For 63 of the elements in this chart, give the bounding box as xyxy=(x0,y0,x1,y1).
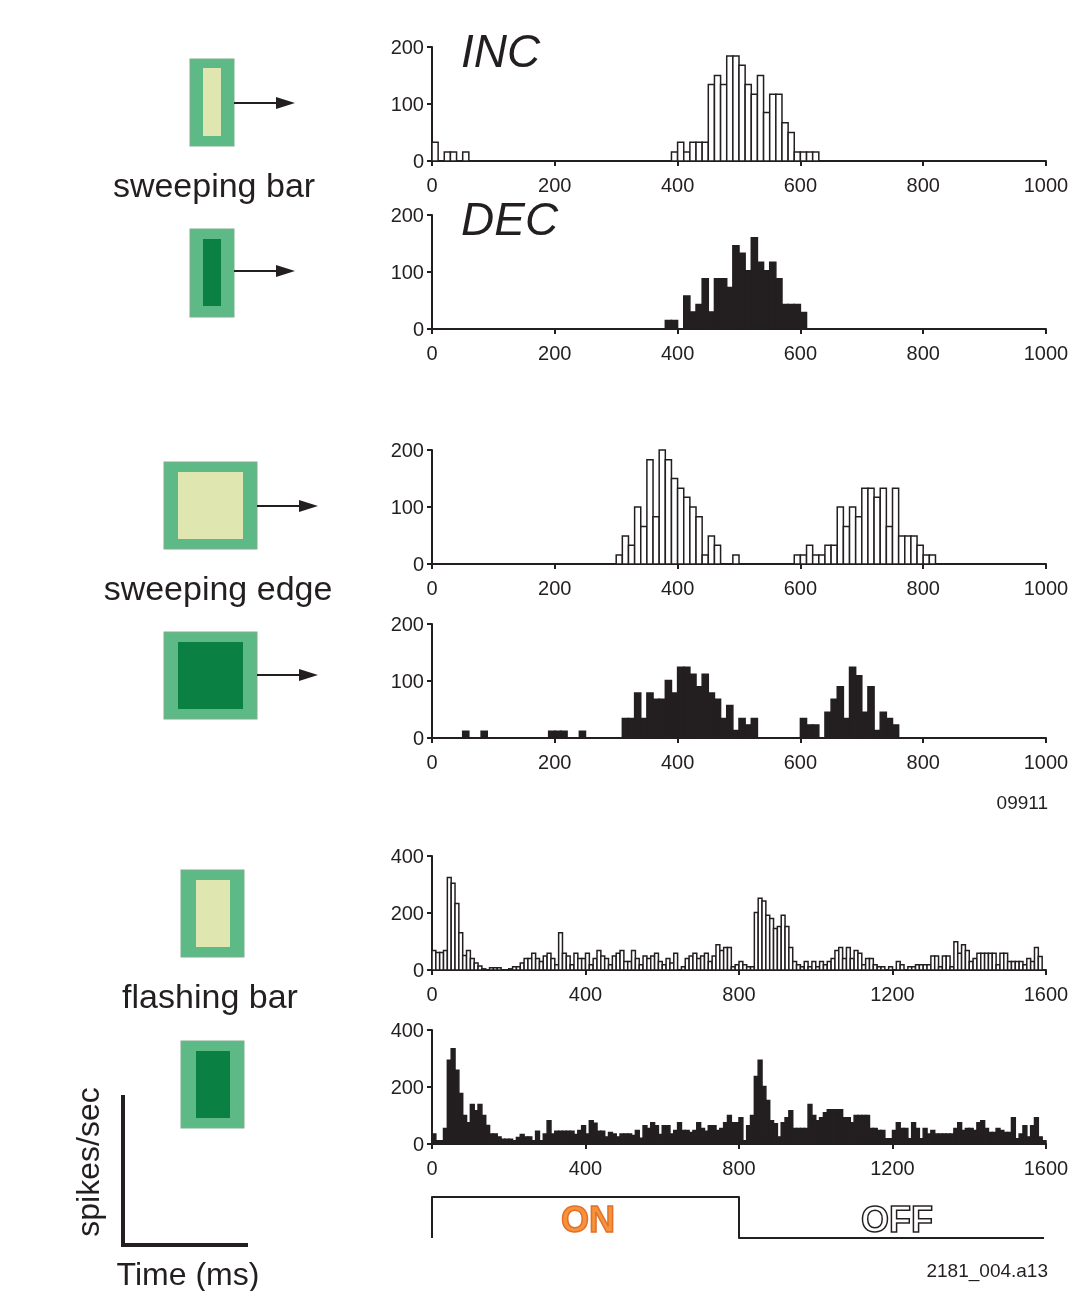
text: 09911 xyxy=(996,792,1048,814)
y-tick-label: 0 xyxy=(412,553,424,575)
text: flashing bar xyxy=(122,976,298,1016)
x-tick-label: 600 xyxy=(783,577,818,599)
chart-title: DEC xyxy=(461,193,559,245)
x-tick-label: 1200 xyxy=(870,1157,915,1179)
y-tick-label: 200 xyxy=(390,613,424,635)
y-tick-label: 400 xyxy=(390,845,424,867)
x-tick-label: 200 xyxy=(538,577,572,599)
x-tick-label: 0 xyxy=(426,751,438,773)
text: OFF xyxy=(861,1199,933,1241)
x-tick-label: 1600 xyxy=(1023,1157,1069,1179)
x-tick-label: 0 xyxy=(426,1157,438,1179)
y-tick-label: 200 xyxy=(390,1076,424,1098)
x-tick-label: 200 xyxy=(538,751,572,773)
y-tick-label: 100 xyxy=(390,261,424,283)
x-tick-label: 400 xyxy=(660,174,695,196)
x-tick-label: 1200 xyxy=(870,983,915,1005)
x-tick-label: 1000 xyxy=(1023,174,1069,196)
x-tick-label: 400 xyxy=(568,983,603,1005)
y-tick-label: 100 xyxy=(390,93,424,115)
x-tick-label: 0 xyxy=(426,577,438,599)
y-tick-label: 0 xyxy=(412,727,424,749)
y-tick-label: 0 xyxy=(412,959,424,981)
x-tick-label: 800 xyxy=(906,174,940,196)
text: sweeping edge xyxy=(103,568,333,608)
x-tick-label: 800 xyxy=(906,577,940,599)
x-tick-label: 200 xyxy=(538,174,572,196)
text: 2181_004.a13 xyxy=(926,1260,1048,1282)
x-tick-label: 800 xyxy=(906,751,940,773)
x-tick-label: 800 xyxy=(906,342,940,364)
y-tick-label: 200 xyxy=(390,902,424,924)
x-tick-label: 800 xyxy=(722,983,756,1005)
y-tick-label: 100 xyxy=(390,496,424,518)
x-tick-label: 400 xyxy=(660,342,695,364)
y-tick-label: 0 xyxy=(412,318,424,340)
y-tick-label: 200 xyxy=(390,36,424,58)
chart-title: INC xyxy=(461,25,541,77)
y-tick-label: 0 xyxy=(412,150,424,172)
x-tick-label: 0 xyxy=(426,983,438,1005)
y-tick-label: 0 xyxy=(412,1133,424,1155)
y-tick-label: 200 xyxy=(390,204,424,226)
x-tick-label: 600 xyxy=(783,174,818,196)
x-tick-label: 1600 xyxy=(1023,983,1069,1005)
x-tick-label: 400 xyxy=(660,577,695,599)
x-tick-label: 600 xyxy=(783,751,818,773)
x-tick-label: 400 xyxy=(660,751,695,773)
text: ON xyxy=(561,1199,615,1241)
text: Time (ms) xyxy=(116,1255,260,1291)
x-tick-label: 400 xyxy=(568,1157,603,1179)
x-tick-label: 800 xyxy=(722,1157,756,1179)
text: sweeping bar xyxy=(112,165,316,205)
x-tick-label: 1000 xyxy=(1023,751,1069,773)
y-tick-label: 400 xyxy=(390,1019,424,1041)
x-tick-label: 600 xyxy=(783,342,818,364)
x-tick-label: 1000 xyxy=(1023,577,1069,599)
x-tick-label: 1000 xyxy=(1023,342,1069,364)
x-tick-label: 0 xyxy=(426,174,438,196)
y-tick-label: 100 xyxy=(390,670,424,692)
text: spikes/sec xyxy=(69,1087,107,1237)
y-tick-label: 200 xyxy=(390,439,424,461)
x-tick-label: 0 xyxy=(426,342,438,364)
x-tick-label: 200 xyxy=(538,342,572,364)
